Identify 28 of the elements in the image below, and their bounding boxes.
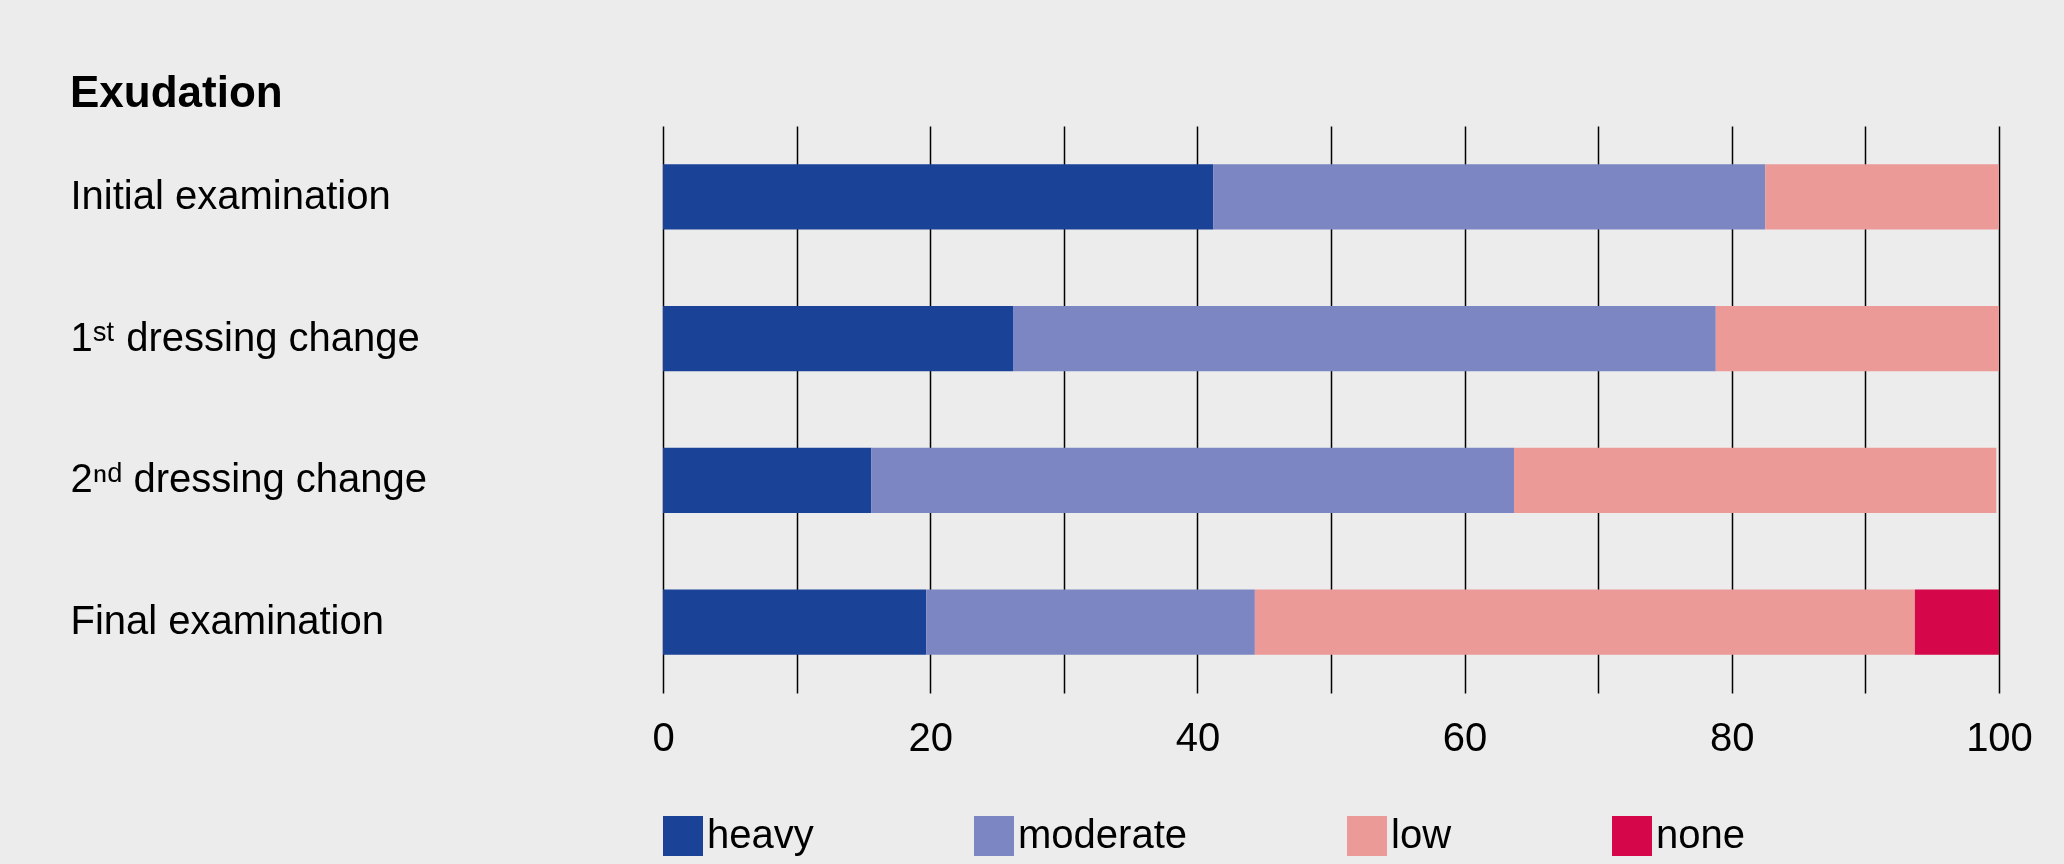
- bar: [926, 589, 1255, 655]
- x-tick-label: 80: [1710, 714, 1755, 759]
- x-tick-label: 100: [1966, 714, 2033, 759]
- bar: [663, 164, 1214, 230]
- y-tick-label: 1ˢᵗ dressing change: [70, 314, 420, 359]
- bar: [871, 447, 1515, 513]
- legend-label: none: [1656, 812, 1745, 856]
- x-tick-label: 20: [908, 714, 953, 759]
- legend-label: heavy: [707, 812, 814, 856]
- bar: [1254, 589, 1915, 655]
- bar: [1514, 447, 1997, 513]
- bar: [663, 589, 927, 655]
- x-tick-label: 60: [1442, 714, 1488, 759]
- bar: [1914, 589, 1999, 655]
- x-tick-label: 0: [652, 714, 675, 759]
- y-tick-label: Initial examination: [70, 172, 391, 217]
- bar: [1013, 306, 1716, 372]
- bar: [663, 306, 1014, 372]
- bar: [1765, 164, 1999, 230]
- y-tick-label: Final examination: [70, 598, 384, 643]
- x-tick-label: 40: [1175, 714, 1221, 759]
- bar: [1715, 306, 1999, 372]
- y-tick-label: 2ⁿᵈ dressing change: [70, 456, 428, 501]
- text: Exudation: [70, 67, 283, 116]
- bar: [1213, 164, 1766, 230]
- legend-label: moderate: [1018, 812, 1187, 856]
- legend-label: low: [1391, 812, 1452, 856]
- bar: [663, 447, 872, 513]
